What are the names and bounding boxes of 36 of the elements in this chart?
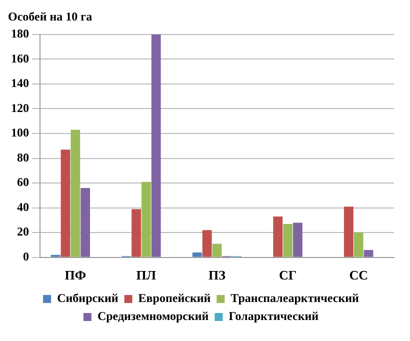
y-tick-label: 60 xyxy=(17,175,29,190)
bar xyxy=(60,150,70,257)
bar xyxy=(132,209,141,257)
y-tick-label: 180 xyxy=(11,26,29,40)
x-tick-label: ПЗ xyxy=(208,268,226,283)
bar xyxy=(70,130,80,257)
bar xyxy=(141,182,151,257)
y-tick-label: 120 xyxy=(11,100,29,115)
y-tick-label: 160 xyxy=(11,51,29,66)
x-tick-label: ПЛ xyxy=(136,268,156,283)
y-tick-label: 40 xyxy=(17,200,29,214)
bar xyxy=(151,34,161,257)
bar xyxy=(354,232,364,257)
y-tick-label: 80 xyxy=(17,150,29,164)
legend-label: Голарктический xyxy=(228,309,319,324)
bar xyxy=(283,224,293,257)
bar xyxy=(202,230,212,257)
y-tick-label: 140 xyxy=(11,76,29,90)
y-tick-label: 0 xyxy=(23,249,29,264)
y-tick-label: 100 xyxy=(11,126,29,140)
bar xyxy=(212,244,222,257)
chart-title: Особей на 10 га xyxy=(8,9,92,24)
legend-label: Сибирский xyxy=(57,291,118,306)
legend-label: Средиземноморский xyxy=(97,309,209,324)
bar xyxy=(293,222,302,257)
legend-label: Европейский xyxy=(138,291,211,306)
legend-label: Транспалеарктический xyxy=(230,291,360,306)
x-tick-label: ПФ xyxy=(64,268,86,283)
y-tick-label: 20 xyxy=(17,224,29,239)
x-tick-label: СГ xyxy=(278,268,297,283)
bar xyxy=(192,252,202,257)
x-tick-label: СС xyxy=(349,268,368,283)
bar xyxy=(80,188,90,257)
bar xyxy=(344,206,354,257)
bar xyxy=(273,216,283,257)
bar xyxy=(364,250,374,257)
